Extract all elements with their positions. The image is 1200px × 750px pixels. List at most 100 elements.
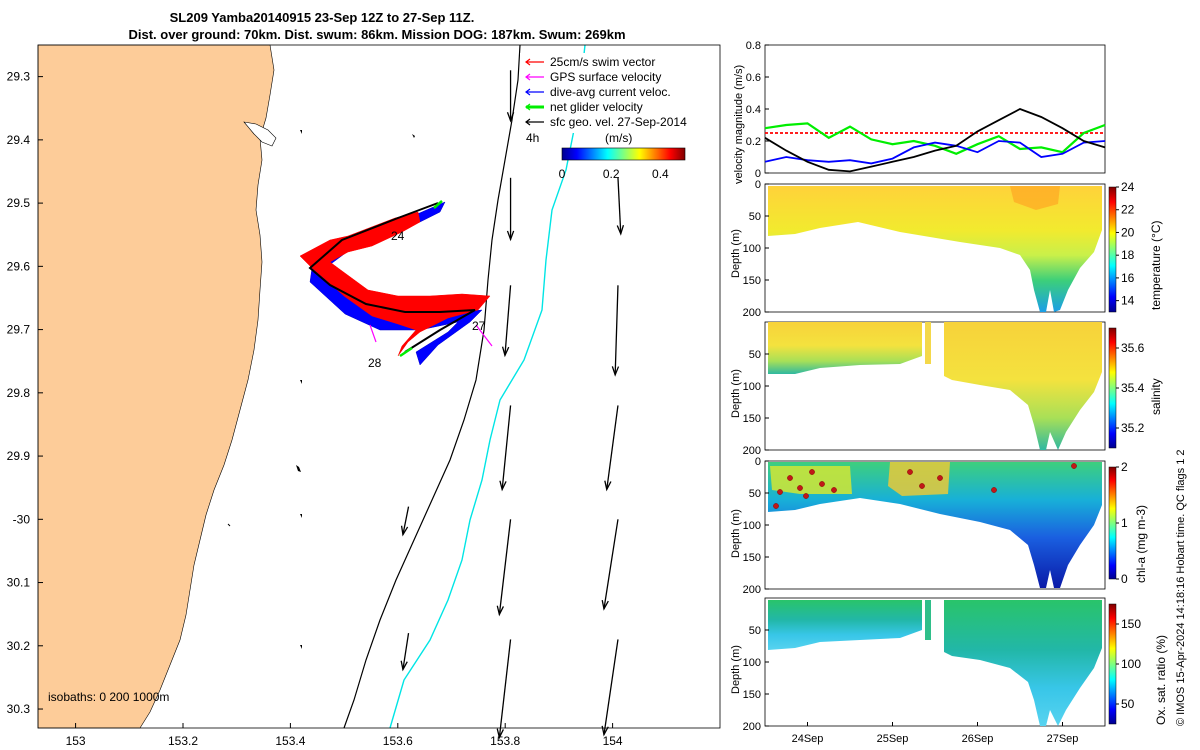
colorbar-tick-label: 0 [559, 167, 566, 181]
velocity-y-ticks: 0 0.2 0.4 0.6 0.8 [746, 40, 769, 180]
colorbar-tick-label: 0.4 [652, 167, 669, 181]
chl-a-high-point [773, 503, 779, 509]
temperature-warm-patch [1010, 186, 1060, 210]
temperature-cbar-tick-label: 20 [1121, 225, 1135, 239]
geo-vector-head [496, 605, 505, 617]
oxygen-y-ticks: 50 100 150 200 [743, 625, 769, 733]
colorbar-tick-label: 0.2 [603, 167, 620, 181]
velocity-y-tick-label: 0.6 [746, 72, 761, 84]
map-y-tick-label: 29.8 [7, 386, 31, 400]
salinity-ylabel: Depth (m) [730, 369, 742, 418]
geo-vector-shaft [498, 519, 512, 615]
geo-vector-head [611, 366, 620, 377]
oxygen-field-left [768, 600, 922, 650]
legend-swatch-head [525, 73, 531, 81]
colorbar-ticks: 0 0.2 0.4 [559, 167, 669, 181]
chl-a-y-tick-label: 0 [755, 456, 761, 468]
temperature-panel: 0 50 100 150 200 Depth (m) 14 16 18 20 22 24 temp… [730, 179, 1163, 319]
day-label-27: 27 [472, 319, 486, 333]
temperature-y-tick-label: 0 [755, 179, 761, 191]
net-glider-velocity-start [433, 200, 443, 209]
velocity-ylabel: velocity magnitude (m/s) [733, 65, 745, 184]
oxygen-y-tick-label: 150 [743, 689, 761, 701]
salinity-colorbar [1108, 327, 1117, 449]
geo-vector-head [601, 725, 609, 737]
temperature-y-ticks: 0 50 100 150 200 [743, 179, 769, 319]
velocity-series-dive-avg [764, 140, 1106, 165]
geo-vector-shaft [617, 177, 622, 234]
chl-a-colorbar [1108, 466, 1117, 580]
velocity-y-tick-label: 0 [755, 168, 761, 180]
oxygen-y-tick-label: 50 [749, 625, 761, 637]
oxygen-gap-fill [925, 600, 931, 640]
oxygen-field-right [944, 600, 1102, 726]
salinity-y-tick-label: 150 [743, 413, 761, 425]
salinity-field-left [768, 322, 922, 374]
isobaths-label: isobaths: 0 200 1000m [48, 690, 169, 704]
map-y-tick-label: 30.1 [7, 576, 31, 590]
offshore-island [300, 645, 302, 649]
oxygen-cbar-label: Ox. sat. ratio (%) [1154, 635, 1168, 725]
chl-a-max-layer [770, 466, 852, 494]
map-x-tick-label: 153.4 [275, 734, 305, 748]
map-y-tick-label: 29.6 [7, 259, 31, 273]
geo-vector-shaft [504, 285, 512, 356]
isobath-200m [389, 44, 586, 729]
map-frame [37, 44, 721, 729]
map-x-tick-label: 154 [603, 734, 623, 748]
geo-vector-shaft [402, 633, 410, 670]
geo-vector-head [400, 660, 408, 672]
oxygen-colorbar-ticks: 50 100 150 [1116, 617, 1141, 711]
time-x-tick-label: 27Sep [1047, 733, 1079, 745]
temperature-y-tick-label: 100 [743, 243, 761, 255]
legend-swatch-head [525, 103, 531, 111]
chl-a-cbar-tick-label: 1 [1121, 516, 1128, 530]
chl-a-cbar-tick-label: 0 [1121, 572, 1128, 586]
velocity-y-tick-label: 0.4 [746, 104, 761, 116]
salinity-y-ticks: 50 100 150 200 [743, 349, 769, 457]
chl-a-high-point [809, 469, 815, 475]
salinity-cbar-tick-label: 35.4 [1121, 381, 1145, 395]
legend-swatch-head [525, 88, 531, 96]
temperature-cbar-tick-label: 24 [1121, 180, 1135, 194]
velocity-lines [764, 108, 1106, 173]
chl-a-high-point [797, 485, 803, 491]
geo-vector-head [496, 728, 504, 740]
legend-label: GPS surface velocity [550, 70, 661, 84]
geo-vector-shaft [606, 405, 619, 490]
salinity-field-right [944, 322, 1102, 450]
title-line-2: Dist. over ground: 70km. Dist. swum: 86k… [128, 27, 625, 42]
velocity-panel: 0 0.2 0.4 0.6 0.8 velocity magnitude (m/s) [733, 40, 1106, 184]
oxygen-cbar-tick-label: 100 [1121, 657, 1141, 671]
geo-vector-head [616, 225, 625, 236]
geo-vector-shaft [402, 506, 410, 535]
chl-a-high-point [787, 475, 793, 481]
isobath-1000m [343, 44, 521, 729]
map-x-tick-label: 153 [66, 734, 86, 748]
net-glider-velocity-end [399, 346, 413, 358]
gps-velocity-arrow-2 [475, 324, 493, 347]
oxygen-ylabel: Depth (m) [730, 645, 742, 694]
salinity-cbar-tick-label: 35.6 [1121, 341, 1145, 355]
chl-a-patch [888, 462, 950, 496]
velocity-plot-area [764, 44, 1106, 174]
speed-label: 4h [526, 131, 539, 145]
map-y-tick-label: 29.4 [7, 133, 31, 147]
legend-label: net glider velocity [550, 100, 643, 114]
oxygen-y-tick-label: 100 [743, 657, 761, 669]
chl-a-colorbar-ticks: 0 1 2 [1116, 460, 1128, 586]
temperature-cbar-tick-label: 18 [1121, 248, 1135, 262]
geo-vector-shaft [614, 285, 619, 375]
map-y-ticks: 29.3 29.4 29.5 29.6 29.7 29.8 29.9 -30 30.1 30.2 3… [7, 70, 43, 716]
chl-a-high-point [831, 487, 837, 493]
map-x-tick-label: 153.8 [490, 734, 520, 748]
gps-velocity-arrow-1 [369, 324, 377, 343]
chl-a-panel: 0 50 100 150 200 Depth (m) 0 1 2 chl-a (mg m-3… [730, 456, 1148, 596]
geo-vector-head [501, 346, 510, 358]
temperature-cbar-label: temperature (°C) [1149, 221, 1163, 311]
swim-vectors-swath [299, 211, 491, 357]
map-y-tick-label: 29.9 [7, 449, 31, 463]
temperature-cbar-tick-label: 22 [1121, 203, 1135, 217]
